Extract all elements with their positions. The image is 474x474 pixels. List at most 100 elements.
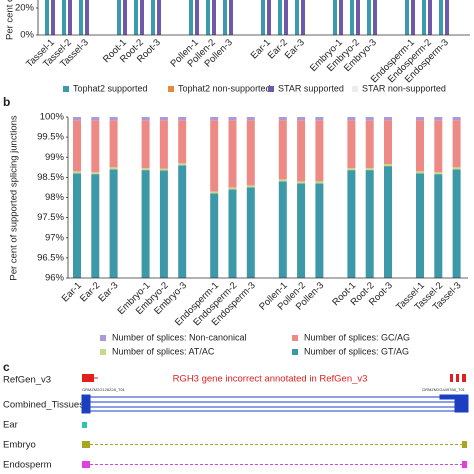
bar-segment	[140, 0, 144, 35]
bar-segment	[159, 168, 168, 171]
bar-segment	[178, 117, 187, 121]
y-axis-label: Per cent of	[5, 0, 16, 40]
bar-segment	[315, 183, 324, 278]
bar-segment	[295, 0, 299, 35]
bar-segment	[452, 167, 461, 170]
bar-segment	[434, 120, 443, 173]
track-label: RefGen_v3	[3, 375, 51, 386]
y-tick-label: 99.5%	[37, 132, 64, 143]
bar-segment	[159, 117, 168, 121]
bar-segment	[68, 0, 72, 35]
bar-segment	[416, 120, 424, 172]
bar-segment	[365, 170, 374, 278]
bar-segment	[229, 0, 233, 35]
bar-segment	[141, 168, 150, 171]
legend-label: Number of splices: GT/AG	[304, 346, 409, 356]
bar-segment	[439, 0, 443, 35]
bar-segment	[178, 163, 187, 166]
bar-segment	[367, 0, 371, 35]
bar-segment	[428, 0, 432, 35]
bar-segment	[297, 117, 306, 121]
legend-label: Number of splices: GC/AG	[304, 332, 410, 342]
y-tick-label: 98%	[45, 192, 65, 203]
panel-label: c	[3, 360, 10, 374]
track-label: Combined_Tissues	[3, 400, 84, 411]
bar-segment	[246, 120, 255, 186]
bar-segment	[411, 0, 415, 35]
bar-segment	[178, 165, 187, 278]
bar-segment	[117, 0, 121, 35]
legend-swatch	[292, 335, 298, 341]
bar-segment	[365, 117, 374, 121]
bar-segment	[109, 120, 118, 168]
bar-segment	[445, 0, 449, 35]
bar-segment	[246, 187, 255, 278]
bar-segment	[416, 171, 424, 174]
bar-segment	[210, 117, 219, 121]
bar-segment	[384, 164, 392, 167]
legend-label: Tophat2 non-supported	[178, 83, 271, 93]
bar-segment	[452, 120, 461, 168]
bar-segment	[141, 120, 150, 169]
bar-segment	[159, 170, 168, 278]
x-tick-label: Ear-1	[60, 280, 84, 304]
bar-segment	[189, 0, 193, 35]
y-tick-label: 0%	[20, 30, 34, 41]
endosperm-track	[82, 461, 467, 468]
bar-segment	[356, 0, 360, 35]
bar-segment	[365, 168, 374, 171]
bar-segment	[109, 117, 118, 121]
bar-segment	[315, 117, 324, 121]
bar-segment	[422, 0, 426, 35]
refgen-track	[82, 374, 466, 382]
bar-segment	[223, 0, 227, 35]
bar-segment	[91, 117, 100, 121]
bar-segment	[339, 0, 343, 35]
y-tick-label: 98.5%	[37, 172, 64, 183]
bar-segment	[51, 0, 55, 35]
gene-id: GRMZM2G126228_T01	[82, 387, 126, 392]
bar-segment	[297, 183, 306, 278]
bar-segment	[210, 120, 219, 192]
bar-segment	[73, 171, 81, 174]
bar-segment	[297, 120, 306, 182]
track-label: Embryo	[3, 440, 36, 451]
bar-segment	[350, 0, 354, 35]
y-tick-label: 97.5%	[37, 212, 64, 223]
y-tick-label: 97%	[45, 232, 65, 243]
y-tick-label: 96.5%	[37, 252, 64, 263]
bar-segment	[315, 120, 324, 182]
bar-segment	[384, 120, 392, 165]
bar-segment	[195, 0, 199, 35]
bar-segment	[109, 167, 118, 170]
bar-segment	[73, 120, 81, 172]
ear-track	[82, 422, 87, 428]
annotation: RGH3 gene incorrect annotated in RefGen_…	[173, 374, 368, 385]
bar-segment	[333, 0, 337, 35]
bar-segment	[405, 0, 409, 35]
bar-segment	[384, 166, 392, 278]
gene-id: GRMZM2G449788_T01	[422, 387, 466, 392]
bar-segment	[79, 0, 83, 35]
bar-segment	[91, 120, 100, 173]
bar-segment	[373, 0, 377, 35]
embryo-track	[82, 441, 467, 448]
legend-swatch	[100, 349, 106, 355]
bar-segment	[347, 168, 356, 171]
bar-segment	[347, 117, 356, 121]
bar-segment	[159, 120, 168, 169]
bar-segment	[228, 120, 237, 188]
bar-segment	[284, 0, 288, 35]
bar-segment	[261, 0, 265, 35]
bar-segment	[347, 170, 356, 278]
bar-segment	[134, 0, 138, 35]
bar-segment	[123, 0, 127, 35]
bar-segment	[278, 117, 287, 121]
y-tick-label: 96%	[45, 273, 65, 284]
panel-label: b	[3, 95, 10, 109]
bar-segment	[228, 189, 237, 278]
bar-segment	[315, 181, 324, 184]
y-tick-label: 100%	[40, 112, 65, 123]
bar-segment	[246, 117, 255, 121]
bar-segment	[434, 172, 443, 175]
